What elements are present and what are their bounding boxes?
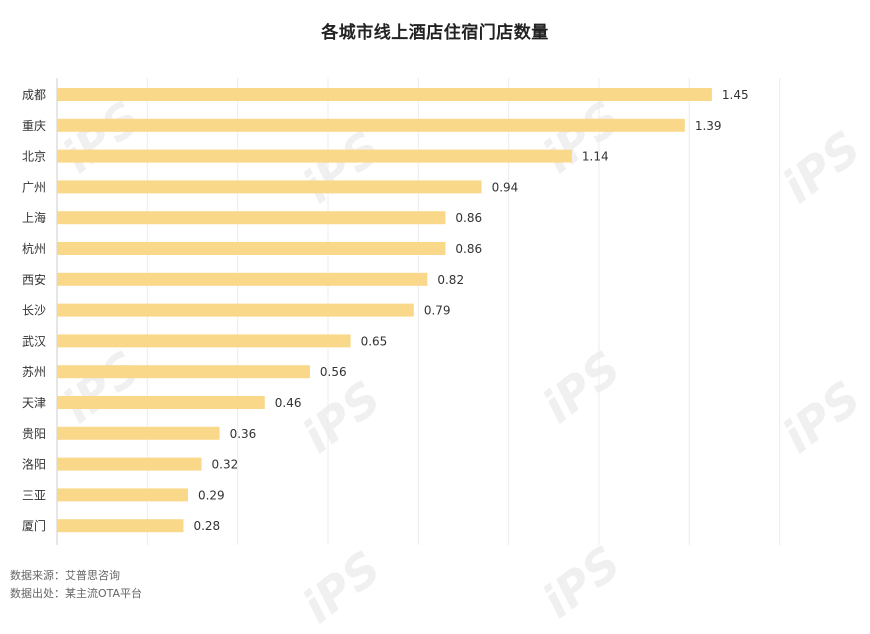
category-label: 贵阳 xyxy=(22,427,46,441)
value-label: 1.39 xyxy=(695,119,722,133)
data-source-text: 数据来源：艾普思咨询 xyxy=(10,569,120,582)
category-label: 西安 xyxy=(22,272,46,287)
bar xyxy=(57,180,482,194)
chart-title: 各城市线上酒店住宿门店数量 xyxy=(321,23,549,43)
value-label: 0.56 xyxy=(320,365,347,379)
category-label: 上海 xyxy=(22,210,46,225)
category-label: 成都 xyxy=(22,88,46,102)
bar xyxy=(57,365,310,379)
category-label: 苏州 xyxy=(22,365,46,379)
category-label: 重庆 xyxy=(22,119,46,133)
labels: 成都 1.45 重庆 1.39 北京 1.14 广州 0.94 上海 0.86 杭州 0.86 西安 0.… xyxy=(22,88,749,533)
category-label: 厦门 xyxy=(22,518,46,533)
value-label: 0.36 xyxy=(230,427,257,441)
bar xyxy=(57,426,220,440)
bar xyxy=(57,519,184,533)
value-label: 1.45 xyxy=(722,88,749,102)
category-label: 长沙 xyxy=(22,304,46,318)
category-label: 三亚 xyxy=(22,488,46,502)
bar xyxy=(57,396,265,409)
bar xyxy=(57,488,188,502)
value-label: 0.32 xyxy=(212,458,239,472)
value-label: 0.46 xyxy=(275,396,302,410)
value-label: 0.29 xyxy=(198,488,225,502)
data-origin-text: 数据出处：某主流OTA平台 xyxy=(10,587,143,600)
bar xyxy=(57,303,414,317)
category-label: 天津 xyxy=(22,396,46,410)
category-label: 杭州 xyxy=(22,241,46,256)
value-label: 0.65 xyxy=(361,334,388,348)
value-label: 0.86 xyxy=(455,242,482,256)
bar xyxy=(57,149,572,163)
value-label: 0.28 xyxy=(193,519,220,533)
bar xyxy=(57,457,202,471)
bar xyxy=(57,118,685,132)
bar-chart: 成都 1.45 重庆 1.39 北京 1.14 广州 0.94 上海 0.86 杭州 0.86 西安 0.… xyxy=(22,78,781,545)
category-label: 广州 xyxy=(22,180,46,194)
bar xyxy=(57,272,428,286)
bar xyxy=(57,334,351,348)
bar xyxy=(57,242,446,255)
bar xyxy=(57,211,446,225)
value-label: 0.82 xyxy=(437,273,464,287)
value-label: 0.79 xyxy=(424,304,451,318)
value-label: 0.94 xyxy=(492,180,519,194)
value-label: 1.14 xyxy=(582,150,609,164)
bars xyxy=(57,88,712,533)
category-label: 洛阳 xyxy=(22,457,46,472)
category-label: 武汉 xyxy=(22,334,46,348)
category-label: 北京 xyxy=(22,150,46,164)
bar xyxy=(57,88,712,101)
value-label: 0.86 xyxy=(455,211,482,225)
